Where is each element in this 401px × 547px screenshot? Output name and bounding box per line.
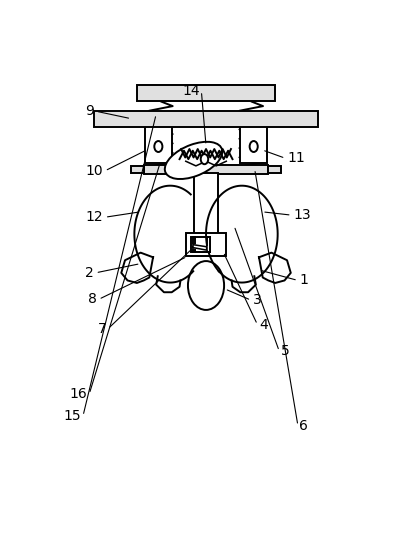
Ellipse shape [164,142,222,179]
Bar [185,233,226,256]
Text: 7: 7 [97,322,106,336]
Bar [190,237,209,252]
Bar [145,125,171,164]
Text: 16: 16 [70,387,87,401]
Text: 12: 12 [85,210,103,224]
Polygon shape [192,245,206,250]
Bar [267,166,281,173]
Text: 2: 2 [85,266,94,280]
Text: 8: 8 [88,293,97,306]
Bar [144,165,267,174]
Text: 1: 1 [299,274,308,287]
Text: 11: 11 [286,152,304,165]
Text: 13: 13 [293,208,310,222]
Bar [240,125,266,164]
Text: 14: 14 [182,84,199,98]
Text: 6: 6 [299,419,308,433]
Bar [94,110,318,127]
Text: 10: 10 [85,164,103,178]
Text: 3: 3 [252,293,261,307]
Text: 5: 5 [280,344,289,358]
Text: 9: 9 [85,104,94,118]
Bar [137,85,274,101]
Circle shape [188,261,223,310]
Bar [130,166,144,173]
Text: 4: 4 [258,318,267,331]
Bar [207,237,209,252]
Bar [194,173,217,235]
Circle shape [200,154,208,164]
Bar [192,237,195,252]
Text: 15: 15 [64,409,81,423]
